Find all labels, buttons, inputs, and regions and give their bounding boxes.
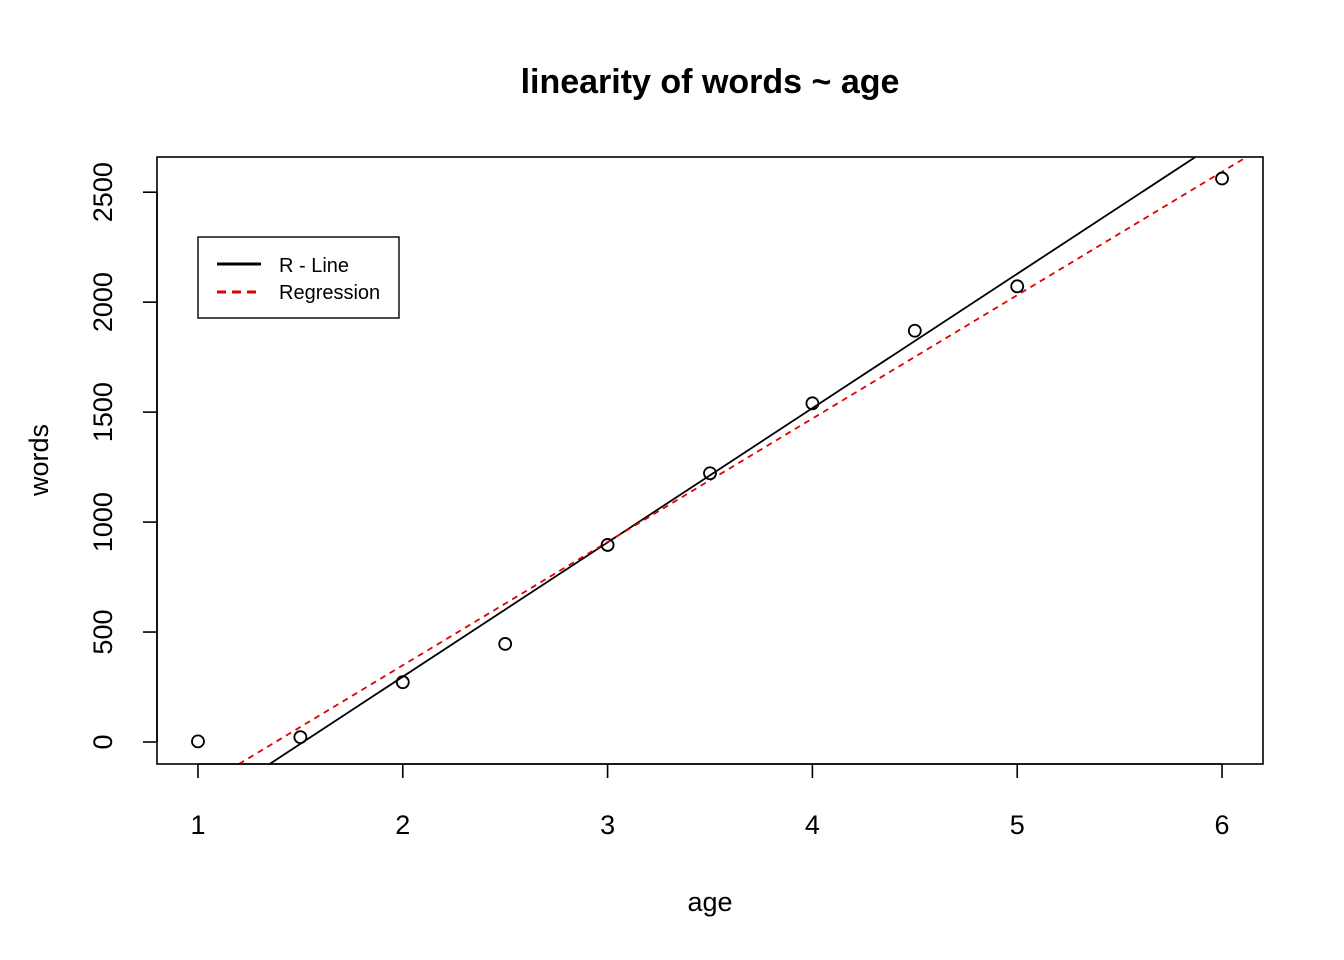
data-point: [805, 396, 820, 411]
series-line-regression: [238, 156, 1248, 765]
x-axis-label: age: [687, 887, 732, 917]
data-point: [498, 637, 513, 651]
data-point: [1215, 171, 1229, 186]
data-point: [600, 538, 615, 552]
data-points: [191, 171, 1229, 749]
y-tick-label: 2500: [88, 162, 118, 222]
data-point: [703, 466, 717, 481]
data-point: [907, 323, 922, 338]
y-axis-label: words: [24, 424, 54, 497]
series-line-r-line: [269, 156, 1196, 765]
x-tick-label: 5: [1010, 810, 1025, 840]
x-tick-label: 3: [600, 810, 615, 840]
x-tick-label: 1: [190, 810, 205, 840]
legend: R - Line Regression: [197, 236, 400, 319]
data-point: [395, 675, 410, 690]
y-tick-label: 2000: [88, 272, 118, 332]
legend-label-r-line: R - Line: [279, 255, 349, 277]
legend-box: [197, 236, 400, 319]
y-tick-label: 0: [88, 734, 118, 749]
x-axis: 1 2 3 4 5 6: [190, 763, 1230, 840]
x-tick-label: 6: [1215, 810, 1230, 840]
x-tick-label: 2: [395, 810, 410, 840]
y-tick-label: 1000: [88, 492, 118, 552]
y-axis: 0 500 1000 1500 2000 2500: [88, 162, 158, 750]
x-tick-label: 4: [805, 810, 820, 840]
legend-label-regression: Regression: [279, 282, 380, 304]
data-point: [1010, 279, 1025, 294]
series-lines: [238, 156, 1248, 765]
y-tick-label: 500: [88, 610, 118, 655]
data-point: [293, 730, 308, 745]
chart-title: linearity of words ~ age: [521, 63, 900, 101]
y-tick-label: 1500: [88, 382, 118, 442]
data-point: [191, 734, 205, 749]
